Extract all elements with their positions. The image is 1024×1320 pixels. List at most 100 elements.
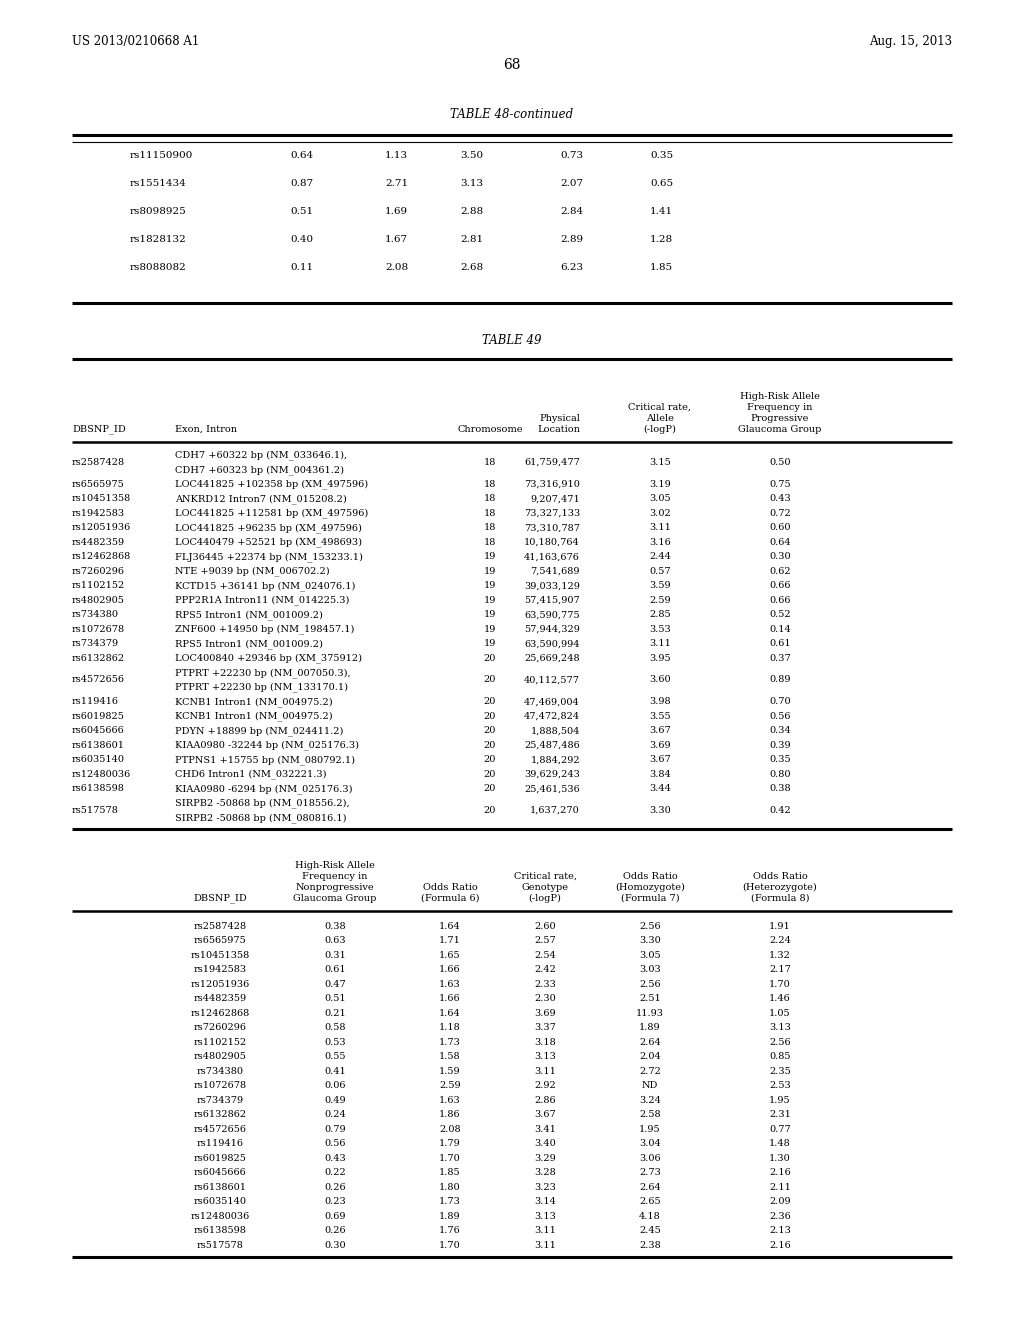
Text: rs6035140: rs6035140 (72, 755, 125, 764)
Text: 1.30: 1.30 (769, 1154, 791, 1163)
Text: 2.09: 2.09 (769, 1197, 791, 1206)
Text: 18: 18 (483, 458, 497, 467)
Text: rs119416: rs119416 (197, 1139, 244, 1148)
Text: rs1102152: rs1102152 (72, 581, 125, 590)
Text: PDYN +18899 bp (NM_024411.2): PDYN +18899 bp (NM_024411.2) (175, 726, 343, 735)
Text: 0.87: 0.87 (290, 178, 313, 187)
Text: 63,590,994: 63,590,994 (524, 639, 580, 648)
Text: 0.51: 0.51 (290, 206, 313, 215)
Text: 2.35: 2.35 (769, 1067, 791, 1076)
Text: 2.13: 2.13 (769, 1226, 791, 1236)
Text: 25,669,248: 25,669,248 (524, 653, 580, 663)
Text: 3.24: 3.24 (639, 1096, 660, 1105)
Text: 0.30: 0.30 (325, 1241, 346, 1250)
Text: rs12051936: rs12051936 (72, 523, 131, 532)
Text: 20: 20 (483, 755, 497, 764)
Text: 2.57: 2.57 (535, 936, 556, 945)
Text: rs517578: rs517578 (72, 807, 119, 814)
Text: rs2587428: rs2587428 (72, 458, 125, 467)
Text: 0.34: 0.34 (769, 726, 791, 735)
Text: 40,112,577: 40,112,577 (524, 676, 580, 685)
Text: 20: 20 (483, 741, 497, 750)
Text: 0.75: 0.75 (769, 479, 791, 488)
Text: (Formula 8): (Formula 8) (751, 894, 809, 903)
Text: 18: 18 (483, 508, 497, 517)
Text: 3.69: 3.69 (535, 1008, 556, 1018)
Text: 9,207,471: 9,207,471 (530, 494, 580, 503)
Text: 2.24: 2.24 (769, 936, 791, 945)
Text: 2.51: 2.51 (639, 994, 660, 1003)
Text: 19: 19 (483, 552, 497, 561)
Text: 1.63: 1.63 (439, 979, 461, 989)
Text: 2.68: 2.68 (460, 263, 483, 272)
Text: rs2587428: rs2587428 (194, 921, 247, 931)
Text: Aug. 15, 2013: Aug. 15, 2013 (869, 36, 952, 49)
Text: 3.13: 3.13 (535, 1212, 556, 1221)
Text: 2.54: 2.54 (535, 950, 556, 960)
Text: 18: 18 (483, 479, 497, 488)
Text: KCNB1 Intron1 (NM_004975.2): KCNB1 Intron1 (NM_004975.2) (175, 697, 333, 706)
Text: rs1072678: rs1072678 (194, 1081, 247, 1090)
Text: 1.86: 1.86 (439, 1110, 461, 1119)
Text: rs1102152: rs1102152 (194, 1038, 247, 1047)
Text: 63,590,775: 63,590,775 (524, 610, 580, 619)
Text: Physical: Physical (539, 414, 580, 422)
Text: 0.85: 0.85 (769, 1052, 791, 1061)
Text: 1.69: 1.69 (385, 206, 409, 215)
Text: 39,033,129: 39,033,129 (524, 581, 580, 590)
Text: rs517578: rs517578 (197, 1241, 244, 1250)
Text: 3.67: 3.67 (649, 726, 671, 735)
Text: 3.95: 3.95 (649, 653, 671, 663)
Text: 3.23: 3.23 (535, 1183, 556, 1192)
Text: (Heterozygote): (Heterozygote) (742, 883, 817, 892)
Text: 1.66: 1.66 (439, 994, 461, 1003)
Text: 3.55: 3.55 (649, 711, 671, 721)
Text: (-logP): (-logP) (528, 894, 561, 903)
Text: 3.16: 3.16 (649, 537, 671, 546)
Text: 1.28: 1.28 (650, 235, 673, 243)
Text: KIAA0980 -6294 bp (NM_025176.3): KIAA0980 -6294 bp (NM_025176.3) (175, 784, 352, 793)
Text: 3.18: 3.18 (535, 1038, 556, 1047)
Text: 0.64: 0.64 (290, 150, 313, 160)
Text: 2.33: 2.33 (535, 979, 556, 989)
Text: 0.72: 0.72 (769, 508, 791, 517)
Text: rs6138598: rs6138598 (72, 784, 125, 793)
Text: 3.98: 3.98 (649, 697, 671, 706)
Text: 1.79: 1.79 (439, 1139, 461, 1148)
Text: rs6045666: rs6045666 (72, 726, 125, 735)
Text: rs734379: rs734379 (197, 1096, 244, 1105)
Text: Critical rate,: Critical rate, (513, 873, 577, 880)
Text: 2.07: 2.07 (560, 178, 583, 187)
Text: DBSNP_ID: DBSNP_ID (194, 894, 247, 903)
Text: 3.28: 3.28 (535, 1168, 556, 1177)
Text: 1.73: 1.73 (439, 1197, 461, 1206)
Text: SIRPB2 -50868 bp (NM_018556.2),: SIRPB2 -50868 bp (NM_018556.2), (175, 799, 349, 808)
Text: rs6019825: rs6019825 (194, 1154, 247, 1163)
Text: 0.21: 0.21 (325, 1008, 346, 1018)
Text: 3.50: 3.50 (460, 150, 483, 160)
Text: 1.66: 1.66 (439, 965, 461, 974)
Text: rs12462868: rs12462868 (72, 552, 131, 561)
Text: 1.46: 1.46 (769, 994, 791, 1003)
Text: (Homozygote): (Homozygote) (615, 883, 685, 892)
Text: 3.30: 3.30 (639, 936, 660, 945)
Text: 0.70: 0.70 (769, 697, 791, 706)
Text: 0.55: 0.55 (325, 1052, 346, 1061)
Text: Nonprogressive: Nonprogressive (296, 883, 375, 892)
Text: 2.56: 2.56 (639, 921, 660, 931)
Text: 20: 20 (483, 711, 497, 721)
Text: 2.31: 2.31 (769, 1110, 791, 1119)
Text: 3.60: 3.60 (649, 676, 671, 685)
Text: rs734379: rs734379 (72, 639, 119, 648)
Text: 0.14: 0.14 (769, 624, 791, 634)
Text: 0.49: 0.49 (325, 1096, 346, 1105)
Text: 0.89: 0.89 (769, 676, 791, 685)
Text: Exon, Intron: Exon, Intron (175, 425, 237, 434)
Text: 2.04: 2.04 (639, 1052, 660, 1061)
Text: 2.08: 2.08 (439, 1125, 461, 1134)
Text: rs12462868: rs12462868 (190, 1008, 250, 1018)
Text: rs8098925: rs8098925 (130, 206, 186, 215)
Text: 20: 20 (483, 697, 497, 706)
Text: 3.14: 3.14 (535, 1197, 556, 1206)
Text: LOC400840 +29346 bp (XM_375912): LOC400840 +29346 bp (XM_375912) (175, 653, 362, 663)
